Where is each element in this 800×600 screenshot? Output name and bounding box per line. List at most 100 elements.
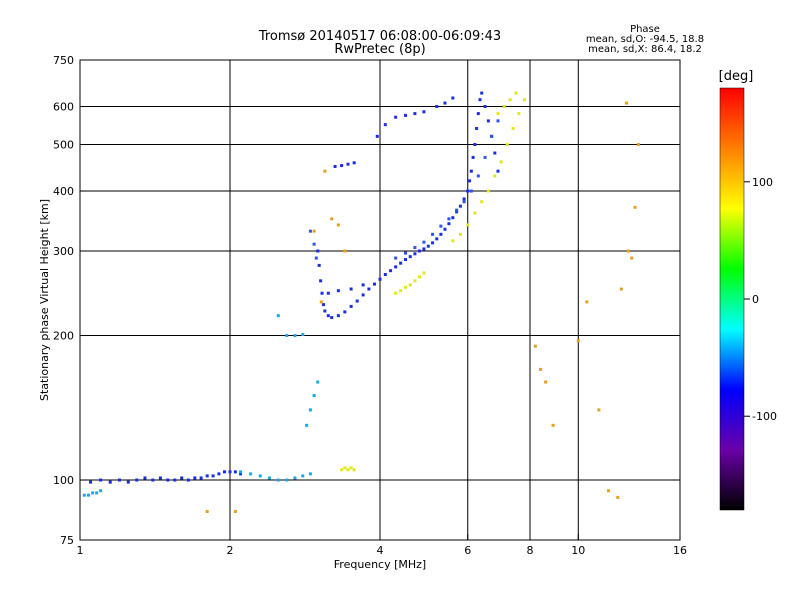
data-point bbox=[180, 476, 184, 480]
data-point bbox=[343, 466, 347, 470]
data-point bbox=[539, 367, 543, 371]
data-point bbox=[308, 229, 312, 233]
data-point bbox=[469, 169, 473, 173]
data-point bbox=[496, 169, 500, 173]
x-tick-label: 1 bbox=[77, 544, 84, 557]
y-tick-label: 600 bbox=[53, 101, 74, 114]
data-point bbox=[126, 480, 130, 484]
data-point bbox=[422, 110, 426, 114]
data-point bbox=[91, 491, 95, 495]
data-point bbox=[319, 279, 323, 283]
data-point bbox=[373, 282, 377, 286]
data-point bbox=[480, 200, 484, 204]
x-tick-label: 8 bbox=[527, 544, 534, 557]
data-point bbox=[468, 179, 472, 183]
data-point bbox=[413, 279, 417, 283]
grid-lines bbox=[80, 60, 680, 540]
data-point bbox=[361, 283, 365, 287]
colorbar-tick-label: -100 bbox=[752, 410, 777, 423]
colorbar bbox=[719, 87, 745, 511]
x-axis-ticks: 1 2 4 6 8 10 16 bbox=[77, 534, 687, 557]
data-point bbox=[205, 509, 209, 513]
data-point bbox=[466, 223, 470, 227]
data-point bbox=[435, 105, 439, 109]
data-point bbox=[217, 472, 221, 476]
y-tick-label: 300 bbox=[53, 245, 74, 258]
data-point bbox=[483, 155, 487, 159]
data-point bbox=[633, 205, 637, 209]
data-point bbox=[340, 164, 344, 168]
data-point bbox=[486, 119, 490, 123]
data-point bbox=[108, 480, 112, 484]
data-point bbox=[473, 211, 477, 215]
data-point bbox=[426, 244, 430, 248]
data-point bbox=[308, 408, 312, 412]
data-point bbox=[249, 472, 253, 476]
data-point bbox=[340, 468, 344, 472]
data-point bbox=[597, 408, 601, 412]
y-axis-ticks: 75 100 200 300 400 500 600 750 bbox=[53, 54, 86, 547]
data-point bbox=[320, 291, 324, 295]
data-point bbox=[276, 478, 280, 482]
data-point bbox=[233, 509, 237, 513]
data-point bbox=[394, 265, 398, 269]
data-point bbox=[439, 232, 443, 236]
data-point bbox=[99, 478, 103, 482]
data-point bbox=[336, 314, 340, 318]
data-point bbox=[312, 242, 316, 246]
data-point bbox=[496, 112, 500, 116]
x-tick-label: 10 bbox=[571, 544, 585, 557]
colorbar-tick-label: 100 bbox=[752, 176, 773, 189]
data-point bbox=[455, 208, 459, 212]
data-point bbox=[233, 470, 237, 474]
data-point bbox=[496, 119, 500, 123]
data-point bbox=[476, 112, 480, 116]
data-point bbox=[349, 287, 353, 291]
data-point bbox=[267, 476, 271, 480]
data-point bbox=[483, 105, 487, 109]
data-point bbox=[417, 249, 421, 253]
phase-box-line-x: mean, sd,X: 86.4, 18.2 bbox=[588, 44, 702, 55]
data-point bbox=[462, 197, 466, 201]
data-point bbox=[394, 256, 398, 260]
data-point bbox=[352, 468, 356, 472]
data-point bbox=[493, 174, 497, 178]
data-point bbox=[544, 380, 548, 384]
data-point bbox=[326, 291, 330, 295]
data-point bbox=[403, 258, 407, 262]
data-point bbox=[308, 472, 312, 476]
data-point bbox=[514, 91, 518, 95]
data-point bbox=[523, 98, 527, 102]
data-point bbox=[458, 204, 462, 208]
data-point bbox=[422, 240, 426, 244]
data-point bbox=[505, 143, 509, 147]
data-point bbox=[166, 478, 170, 482]
data-point bbox=[455, 210, 459, 214]
data-point bbox=[443, 101, 447, 105]
data-point bbox=[576, 339, 580, 343]
data-point bbox=[349, 304, 353, 308]
data-point bbox=[394, 291, 398, 295]
phase-box-line-o: mean, sd,O: -94.5, 18.8 bbox=[586, 34, 704, 45]
data-point bbox=[625, 101, 629, 105]
data-point bbox=[135, 478, 139, 482]
data-point bbox=[383, 123, 387, 127]
data-point bbox=[447, 217, 451, 221]
data-point bbox=[158, 476, 162, 480]
data-point bbox=[323, 169, 327, 173]
data-point bbox=[408, 255, 412, 259]
data-point bbox=[431, 232, 435, 236]
data-point bbox=[336, 289, 340, 293]
data-point bbox=[375, 134, 379, 138]
data-point bbox=[89, 480, 93, 484]
data-point bbox=[285, 334, 289, 338]
data-point bbox=[293, 334, 297, 338]
data-point bbox=[330, 217, 334, 221]
chart-title: Tromsø 20140517 06:08:00-06:09:43 bbox=[258, 29, 501, 44]
data-point bbox=[471, 155, 475, 159]
data-point bbox=[305, 423, 309, 427]
data-point bbox=[389, 269, 393, 273]
data-point bbox=[630, 256, 634, 260]
data-point bbox=[314, 256, 318, 260]
y-axis-label: Stationary phase Virtual Height [km] bbox=[38, 199, 51, 401]
